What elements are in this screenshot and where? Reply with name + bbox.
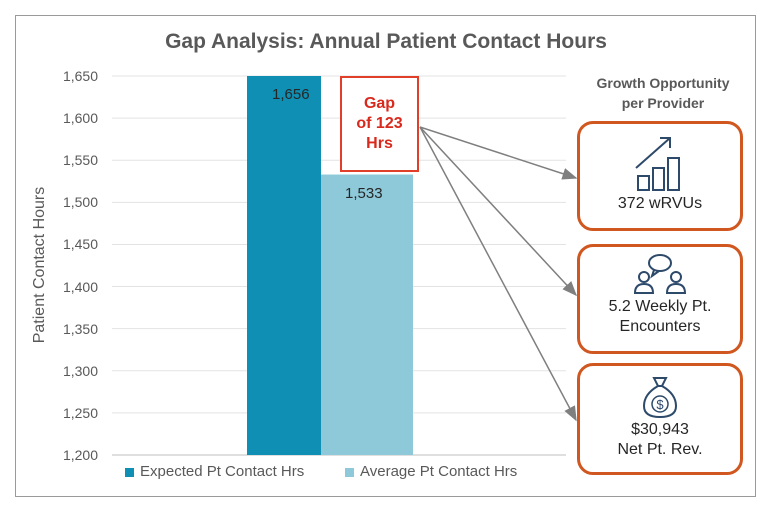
card-wrvus: 372 wRVUs <box>577 121 743 231</box>
gap-line-1: Gap <box>363 95 396 112</box>
chart-frame <box>15 15 756 497</box>
y-tick-label: 1,250 <box>62 404 98 421</box>
connector-arrow <box>419 126 577 422</box>
y-tick-label: 1,500 <box>62 194 98 211</box>
card-revenue: $ $30,943 Net Pt. Rev. <box>577 363 743 475</box>
gap-line-2: of 123 <box>356 115 403 132</box>
side-title-line-1: Growth Opportunity <box>596 75 730 91</box>
connector-arrow <box>419 126 578 297</box>
growth-chart-icon <box>635 137 680 191</box>
y-tick-label: 1,400 <box>62 278 98 295</box>
bar-average <box>321 174 413 456</box>
y-tick-label: 1,550 <box>62 152 98 169</box>
legend-label-expected: Expected Pt Contact Hrs <box>140 463 305 480</box>
money-bag-icon: $ <box>642 377 678 419</box>
card-wrvus-text: 372 wRVUs <box>617 195 703 212</box>
card-revenue-line-2: Net Pt. Rev. <box>617 441 703 458</box>
side-panel-title: Growth Opportunity per Provider <box>568 73 758 113</box>
legend-item-average: Average Pt Contact Hrs <box>345 463 517 480</box>
bar-expected <box>247 76 321 455</box>
card-revenue-line-1: $30,943 <box>631 421 689 438</box>
y-tick-label: 1,350 <box>62 320 98 337</box>
y-tick-label: 1,300 <box>62 362 98 379</box>
chart-title: Gap Analysis: Annual Patient Contact Hou… <box>165 30 607 53</box>
gap-callout: Gap of 123 Hrs <box>340 76 419 172</box>
y-tick-label: 1,450 <box>62 236 98 253</box>
svg-text:$: $ <box>656 397 664 412</box>
y-tick-label: 1,650 <box>62 68 98 84</box>
legend-item-expected: Expected Pt Contact Hrs <box>125 463 304 480</box>
card-encounters-line-2: Encounters <box>619 318 701 335</box>
side-title-line-2: per Provider <box>621 95 705 111</box>
y-tick-label: 1,200 <box>62 447 98 463</box>
data-label-expected: 1,656 <box>272 86 310 103</box>
card-encounters: 5.2 Weekly Pt. Encounters <box>577 244 743 354</box>
legend-swatch-average <box>345 467 354 477</box>
gap-line-3: Hrs <box>366 135 393 152</box>
data-label-average: 1,533 <box>345 184 383 202</box>
y-tick-label: 1,600 <box>62 110 98 127</box>
connector-arrow <box>419 126 578 180</box>
card-encounters-line-1: 5.2 Weekly Pt. <box>608 298 712 315</box>
legend-swatch-expected <box>125 467 134 477</box>
legend-label-average: Average Pt Contact Hrs <box>360 463 518 480</box>
conversation-people-icon <box>633 254 687 294</box>
